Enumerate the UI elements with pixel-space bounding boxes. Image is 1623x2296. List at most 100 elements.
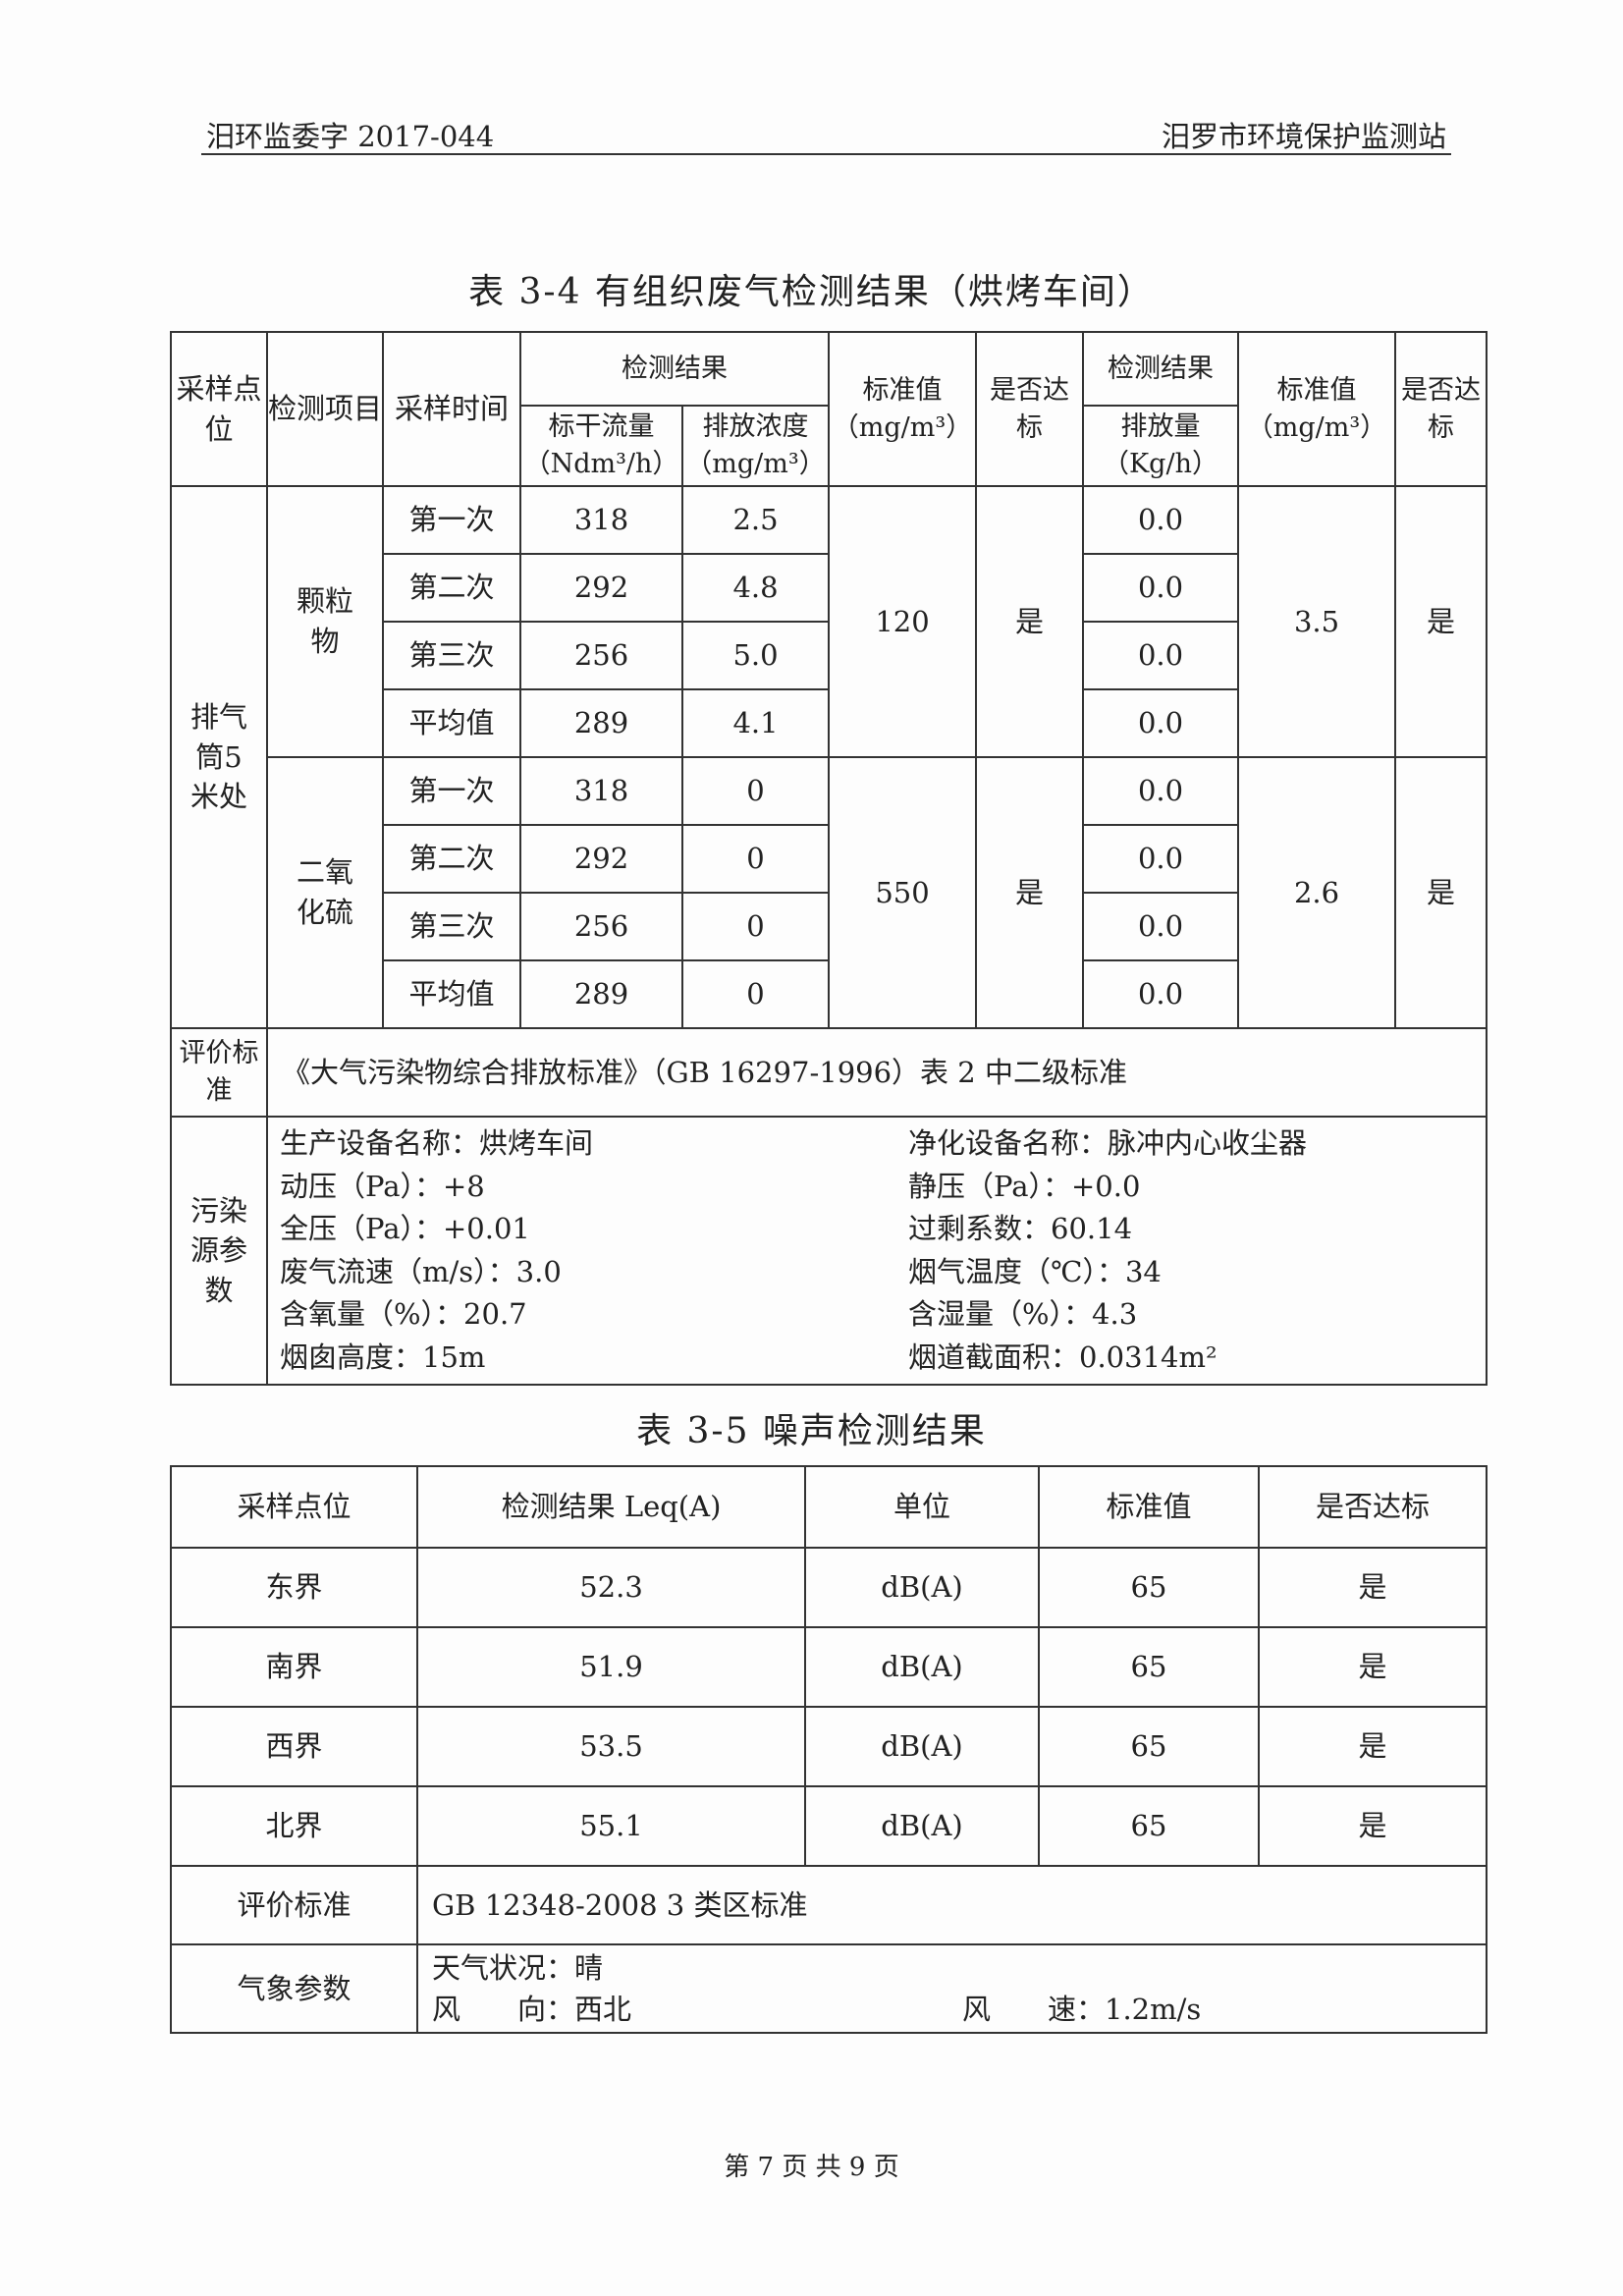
table-row: 第三次 256 0 0.0 bbox=[171, 892, 1487, 961]
header-time: 采样时间 bbox=[382, 331, 521, 487]
flow-cell: 318 bbox=[519, 485, 683, 555]
noise-cell: 51.9 bbox=[416, 1626, 806, 1708]
table-row: 东界 52.3 dB(A) 65 是 bbox=[170, 1547, 1488, 1628]
table-row: 排气筒5米处 颗粒物 第一次 318 2.5 120 是 0.0 3.5 是 bbox=[170, 485, 1488, 1029]
table2-title: 表 3-5 噪声检测结果 bbox=[636, 1411, 987, 1451]
weather: 天气状况：晴 bbox=[432, 1951, 604, 1985]
param-item: 烟气温度（℃）：34 bbox=[908, 1254, 1162, 1288]
conc-cell: 0 bbox=[681, 892, 830, 961]
param-item: 动压（Pa）：+8 bbox=[280, 1169, 485, 1203]
rate-cell: 0.0 bbox=[1082, 553, 1239, 623]
param-item: 过剩系数：60.14 bbox=[908, 1212, 1133, 1245]
std2-cell: 3.5 bbox=[1237, 485, 1396, 758]
header-item: 检测项目 bbox=[266, 331, 384, 487]
flow-cell: 256 bbox=[519, 621, 683, 690]
noise-cell: 65 bbox=[1038, 1626, 1260, 1708]
conc-cell: 4.8 bbox=[681, 553, 830, 623]
param-item: 废气流速（m/s）：3.0 bbox=[280, 1254, 562, 1288]
noise-cell: dB(A) bbox=[804, 1706, 1040, 1787]
wind-direction: 风 向：西北 bbox=[432, 1993, 632, 2026]
table-row: 北界 55.1 dB(A) 65 是 bbox=[170, 1785, 1488, 1867]
conc-cell: 0 bbox=[681, 959, 830, 1029]
param-item: 含氧量（%）：20.7 bbox=[280, 1297, 527, 1331]
noise-cell: dB(A) bbox=[804, 1626, 1040, 1708]
noise-cell: 西界 bbox=[170, 1706, 418, 1787]
noise-table: 采样点位 检测结果 Leq(A) 单位 标准值 是否达标 东界 52.3 dB(A) 65 是南… bbox=[170, 1465, 1488, 2034]
conc-cell: 5.0 bbox=[681, 621, 830, 690]
time-cell: 第三次 bbox=[382, 892, 521, 961]
noise-cell: 是 bbox=[1258, 1785, 1488, 1867]
param-item: 烟道截面积：0.0314m² bbox=[908, 1339, 1217, 1374]
time-cell: 平均值 bbox=[382, 688, 521, 758]
page-number: 第 7 页 共 9 页 bbox=[724, 2153, 899, 2182]
std-cell: 550 bbox=[828, 756, 977, 1029]
header-pass: 是否达标 bbox=[975, 331, 1084, 487]
noise-eval-text: GB 12348-2008 3 类区标准 bbox=[416, 1865, 1488, 1945]
table-row: 平均值 289 0 0.0 bbox=[171, 959, 1487, 1029]
exhaust-table: 采样点位 检测项目 采样时间 检测结果 标准值 （mg/m³） 是否达标 检测结果… bbox=[170, 331, 1488, 1386]
conc-cell: 4.1 bbox=[681, 688, 830, 758]
std-cell: 120 bbox=[828, 485, 977, 758]
rate-cell: 0.0 bbox=[1082, 688, 1239, 758]
table-row: 第三次 256 5.0 0.0 bbox=[171, 621, 1487, 690]
noise-cell: 65 bbox=[1038, 1547, 1260, 1628]
table-row: 西界 53.5 dB(A) 65 是 bbox=[170, 1706, 1488, 1787]
noise-header: 检测结果 Leq(A) bbox=[416, 1465, 806, 1549]
noise-header: 是否达标 bbox=[1258, 1465, 1488, 1549]
table-row: 第二次 292 4.8 0.0 bbox=[171, 553, 1487, 623]
conc-cell: 2.5 bbox=[681, 485, 830, 555]
header-flow: 标干流量 （Ndm³/h） bbox=[519, 405, 683, 487]
pass-cell: 是 bbox=[975, 756, 1084, 1029]
noise-cell: 53.5 bbox=[416, 1706, 806, 1787]
flow-cell: 292 bbox=[519, 824, 683, 894]
noise-eval-label: 评价标准 bbox=[170, 1865, 418, 1945]
noise-cell: 是 bbox=[1258, 1547, 1488, 1628]
flow-cell: 292 bbox=[519, 553, 683, 623]
table1-title: 表 3-4 有组织废气检测结果（烘烤车间） bbox=[468, 272, 1155, 312]
wind-speed: 风 速：1.2m/s bbox=[962, 1993, 1202, 2026]
noise-header: 标准值 bbox=[1038, 1465, 1260, 1549]
params-label: 污染源参数 bbox=[170, 1116, 268, 1386]
header-result2: 检测结果 bbox=[1082, 331, 1239, 407]
site-cell: 排气筒5米处 bbox=[170, 485, 268, 1029]
rate-cell: 0.0 bbox=[1082, 959, 1239, 1029]
noise-cell: 东界 bbox=[170, 1547, 418, 1628]
header-result: 检测结果 bbox=[519, 331, 830, 407]
item-cell: 二氧化硫 bbox=[266, 756, 384, 1029]
header-pass2: 是否达标 bbox=[1394, 331, 1488, 487]
noise-cell: 55.1 bbox=[416, 1785, 806, 1867]
params-cell: 生产设备名称：烘烤车间 净化设备名称：脉冲内心收尘器 动压（Pa）：+8 静压（Pa）… bbox=[266, 1116, 1488, 1386]
flow-cell: 289 bbox=[519, 959, 683, 1029]
rate-cell: 0.0 bbox=[1082, 892, 1239, 961]
noise-cell: dB(A) bbox=[804, 1785, 1040, 1867]
flow-cell: 256 bbox=[519, 892, 683, 961]
weather-label: 气象参数 bbox=[170, 1943, 418, 2034]
noise-header: 单位 bbox=[804, 1465, 1040, 1549]
time-cell: 第二次 bbox=[382, 824, 521, 894]
param-item: 含湿量（%）：4.3 bbox=[908, 1297, 1138, 1331]
table-row: 南界 51.9 dB(A) 65 是 bbox=[170, 1626, 1488, 1708]
header-site: 采样点位 bbox=[170, 331, 268, 487]
table-row: 平均值 289 4.1 0.0 bbox=[171, 688, 1487, 758]
organization: 汨罗市环境保护监测站 bbox=[1161, 120, 1446, 153]
rate-cell: 0.0 bbox=[1082, 621, 1239, 690]
header-std: 标准值 （mg/m³） bbox=[828, 331, 977, 487]
rate-cell: 0.0 bbox=[1082, 824, 1239, 894]
noise-cell: 南界 bbox=[170, 1626, 418, 1708]
rate-cell: 0.0 bbox=[1082, 756, 1239, 826]
noise-cell: 是 bbox=[1258, 1706, 1488, 1787]
header-divider bbox=[201, 153, 1451, 155]
pass2-cell: 是 bbox=[1394, 485, 1488, 758]
item-cell: 颗粒物 bbox=[266, 485, 384, 758]
noise-cell: 65 bbox=[1038, 1785, 1260, 1867]
time-cell: 平均值 bbox=[382, 959, 521, 1029]
header-std2: 标准值 （mg/m³） bbox=[1237, 331, 1396, 487]
pass2-cell: 是 bbox=[1394, 756, 1488, 1029]
noise-cell: dB(A) bbox=[804, 1547, 1040, 1628]
flow-cell: 289 bbox=[519, 688, 683, 758]
noise-cell: 北界 bbox=[170, 1785, 418, 1867]
time-cell: 第二次 bbox=[382, 553, 521, 623]
noise-cell: 65 bbox=[1038, 1706, 1260, 1787]
noise-header: 采样点位 bbox=[170, 1465, 418, 1549]
